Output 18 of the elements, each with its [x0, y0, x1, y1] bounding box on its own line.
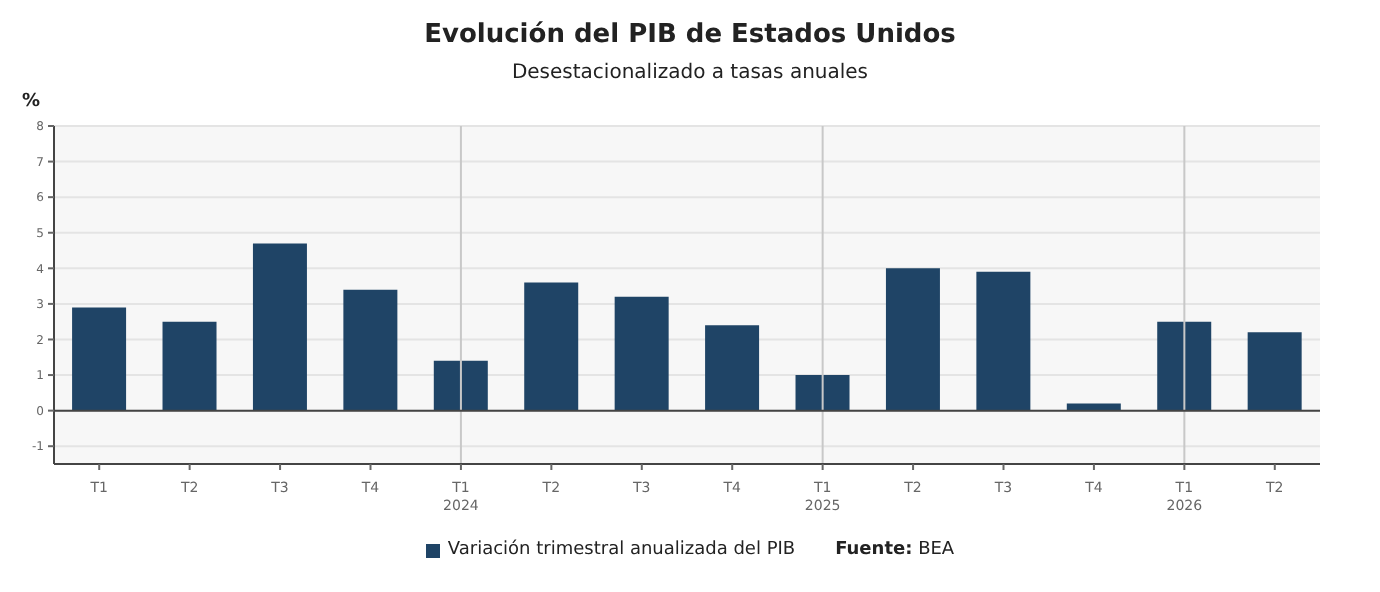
bar [162, 321, 217, 411]
bar [1247, 332, 1302, 411]
bar [524, 282, 579, 411]
legend-label: Variación trimestral anualizada del PIB [447, 537, 796, 564]
bar [705, 325, 760, 411]
bar [252, 243, 307, 411]
bar [72, 307, 127, 411]
chart-subtitle: Desestacionalizado a tasas anuales [509, 60, 871, 88]
bar [885, 268, 940, 411]
chart-title: Evolución del PIB de Estados Unidos [422, 18, 958, 54]
bar [795, 375, 850, 411]
bar [343, 289, 398, 411]
bar [976, 271, 1031, 411]
bar [433, 360, 488, 411]
bar [1157, 321, 1212, 411]
y-axis-title: % [22, 92, 41, 112]
bar [614, 296, 669, 411]
source-note: Fuente: BEA [835, 538, 955, 564]
